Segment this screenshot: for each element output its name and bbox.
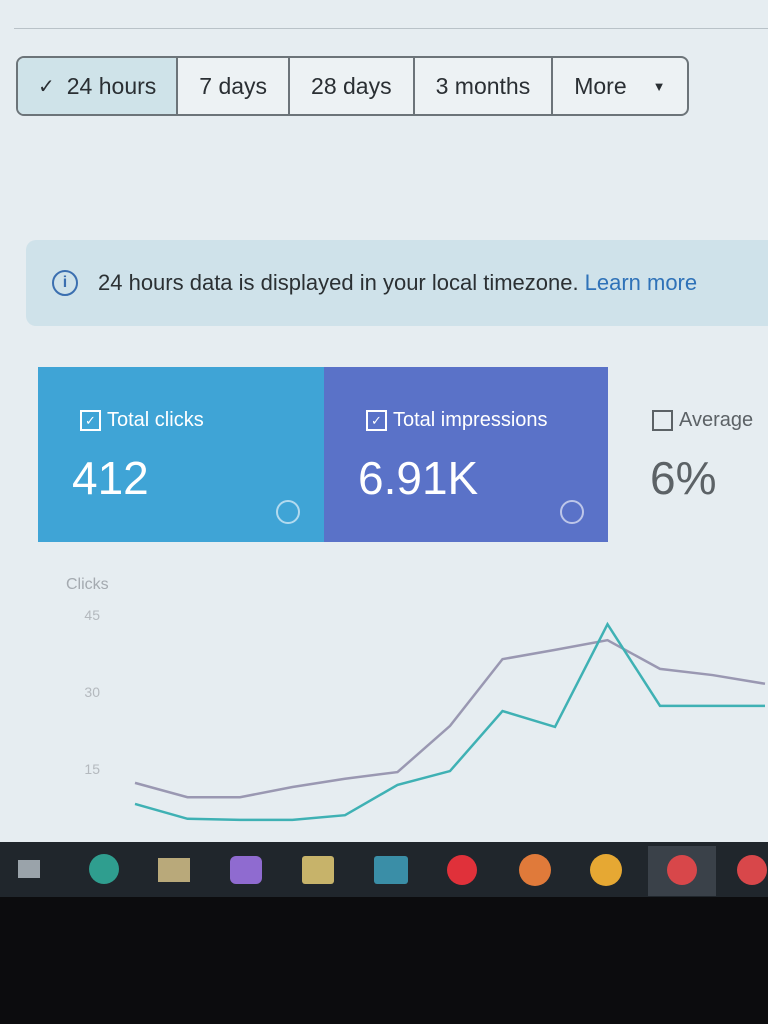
tab[interactable]: 7 days [176,58,288,114]
metric-label: Average [679,409,754,431]
tab[interactable]: ✓ 24 hours [18,58,177,114]
taskbar [0,842,768,897]
tab-label: More [574,72,627,99]
info-banner: i 24 hours data is displayed in your loc… [26,240,768,326]
series-line [134,638,766,799]
info-icon: i [52,270,78,296]
checkbox[interactable]: ✓ [366,410,387,431]
app-icon[interactable] [302,856,334,884]
metric-card[interactable]: ✓ Total impressions 6.91K [324,367,608,542]
app-icon[interactable] [519,854,551,886]
y-tick-label: 15 [84,761,100,777]
metric-label: Total clicks [107,409,204,431]
y-tick-label: 45 [84,607,100,623]
banner-text: 24 hours data is displayed in your local… [98,270,579,295]
checkbox[interactable]: ✓ [80,410,101,431]
divider [14,28,768,29]
app-icon[interactable] [89,854,119,884]
app-icon[interactable] [590,854,622,886]
tab-label: 3 months [435,72,531,99]
series-line [134,621,765,822]
tab-label: 24 hours [66,72,157,99]
metric-card[interactable]: ✓ Total clicks 412 [38,367,324,542]
taskbar-icons [18,846,767,896]
chart: Clicks 15 30 45 [66,576,768,822]
metric-value: 6.91K [358,452,479,504]
tab[interactable]: 28 days [288,58,413,114]
app-icon[interactable] [737,855,767,885]
metric-value: 412 [72,452,149,504]
app-icon[interactable] [158,858,190,882]
app-icon[interactable] [230,856,262,884]
check-icon: ✓ [38,75,55,98]
dropdown-caret: ▼ [652,78,666,94]
tab-label: 7 days [199,72,268,99]
checkbox[interactable] [652,410,673,431]
app-icon[interactable] [447,855,477,885]
help-icon[interactable] [276,500,300,524]
app-icon[interactable] [374,856,408,884]
learn-more-link[interactable]: Learn more [584,270,698,295]
tab[interactable]: 3 months [412,58,552,114]
tab-label: 28 days [311,72,392,99]
metric-value: 6% [650,452,717,504]
screen: ✓ 24 hours 7 days 28 days 3 months More ▼ i 24… [0,0,768,842]
app-icon[interactable] [667,855,697,885]
metric-card[interactable]: Average 6% [614,367,768,542]
help-icon[interactable] [560,500,584,524]
tab[interactable]: More ▼ [551,58,686,114]
date-range-tabs: ✓ 24 hours 7 days 28 days 3 months More ▼ [16,56,689,116]
y-axis-label: Clicks [66,576,109,593]
y-tick-label: 30 [84,684,100,700]
task-view-icon[interactable] [18,860,40,878]
metric-label: Total impressions [393,409,548,431]
